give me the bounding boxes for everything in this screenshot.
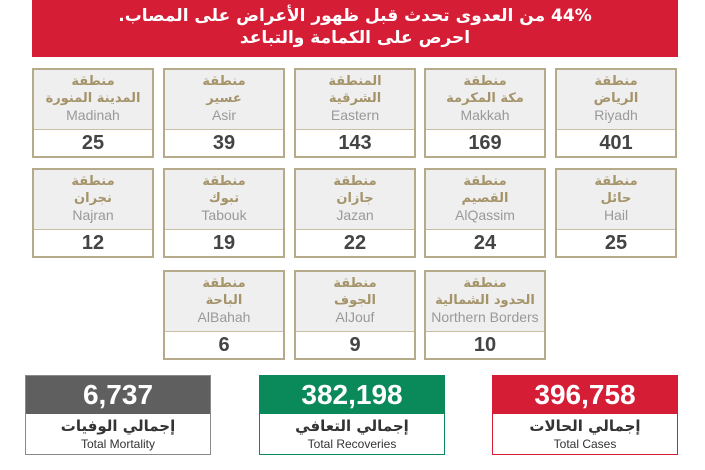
total-mortality-card: 6,737 إجمالي الوفيات Total Mortality: [25, 375, 211, 455]
region-count: 401: [599, 132, 633, 154]
region-name-ar: الحدود الشمالية: [435, 293, 535, 308]
region-card-eastern: المنطقة الشرقية Eastern 143: [294, 68, 416, 158]
region-name-en: Jazan: [336, 207, 374, 223]
region-prefix: منطقة: [202, 74, 246, 89]
total-recoveries-card: 382,198 إجمالي التعافي Total Recoveries: [259, 375, 445, 455]
region-name-ar: الباحة: [205, 293, 243, 308]
region-count: 169: [468, 132, 502, 154]
region-count: 12: [81, 232, 105, 254]
region-name-ar: عسير: [206, 91, 242, 106]
total-recoveries-value: 382,198: [260, 376, 444, 414]
region-name-en: AlJouf: [335, 309, 375, 325]
total-cases-label-en: Total Cases: [553, 437, 617, 451]
region-count: 143: [338, 132, 372, 154]
total-mortality-value: 6,737: [26, 376, 210, 414]
region-card-jazan: منطقة جازان Jazan 22: [294, 168, 416, 258]
region-count: 24: [473, 232, 497, 254]
region-count: 10: [473, 334, 497, 356]
banner-line-1: 44% من العدوى تحدث قبل ظهور الأعراض على …: [118, 6, 592, 26]
total-recoveries-label-ar: إجمالي التعافي: [295, 417, 409, 435]
region-prefix: منطقة: [463, 74, 507, 89]
region-card-albahah: منطقة الباحة AlBahah 6: [163, 270, 285, 360]
region-name-en: Hail: [603, 207, 629, 223]
region-name-ar: تبوك: [208, 191, 240, 206]
region-count: 19: [212, 232, 236, 254]
region-prefix: منطقة: [463, 174, 507, 189]
region-prefix: منطقة: [202, 276, 246, 291]
region-card-aljouf: منطقة الجوف AlJouf 9: [294, 270, 416, 360]
total-mortality-label-en: Total Mortality: [80, 437, 156, 451]
region-card-alqassim: منطقة القصيم AlQassim 24: [424, 168, 546, 258]
region-name-en: Makkah: [460, 107, 510, 123]
region-prefix: منطقة: [594, 74, 638, 89]
region-count: 22: [343, 232, 367, 254]
region-name-ar: القصيم: [461, 191, 509, 206]
region-card-hail: منطقة حائل Hail 25: [555, 168, 677, 258]
region-name-ar: جازان: [336, 191, 374, 206]
region-name-ar: الجوف: [334, 293, 376, 308]
region-card-tabouk: منطقة تبوك Tabouk 19: [163, 168, 285, 258]
region-count: 9: [349, 334, 361, 356]
region-prefix: منطقة: [202, 174, 246, 189]
region-name-ar: حائل: [600, 191, 632, 206]
region-name-ar: نجران: [74, 191, 112, 206]
region-prefix: منطقة: [463, 276, 507, 291]
region-card-najran: منطقة نجران Najran 12: [32, 168, 154, 258]
region-name-ar: الرياض: [593, 91, 639, 106]
region-name-en: Madinah: [66, 107, 120, 123]
region-prefix: منطقة: [71, 174, 115, 189]
region-name-en: Riyadh: [594, 107, 638, 123]
region-count: 6: [218, 334, 230, 356]
total-mortality-label-ar: إجمالي الوفيات: [60, 417, 176, 435]
total-cases-value: 396,758: [493, 376, 677, 414]
region-name-ar: المدينة المنورة: [45, 91, 141, 106]
total-recoveries-label-en: Total Recoveries: [307, 437, 397, 451]
region-card-asir: منطقة عسير Asir 39: [163, 68, 285, 158]
region-count: 39: [212, 132, 236, 154]
region-card-riyadh: منطقة الرياض Riyadh 401: [555, 68, 677, 158]
region-prefix: منطقة: [333, 276, 377, 291]
region-card-madinah: منطقة المدينة المنورة Madinah 25: [32, 68, 154, 158]
region-prefix: منطقة: [333, 174, 377, 189]
region-prefix: منطقة: [71, 74, 115, 89]
awareness-banner: 44% من العدوى تحدث قبل ظهور الأعراض على …: [32, 0, 678, 57]
region-prefix: منطقة: [594, 174, 638, 189]
region-name-en: AlQassim: [455, 207, 515, 223]
region-name-en: Eastern: [330, 107, 380, 123]
total-cases-label-ar: إجمالي الحالات: [529, 417, 641, 435]
region-name-ar: الشرقية: [328, 91, 382, 106]
region-count: 25: [604, 232, 628, 254]
region-name-ar: مكة المكرمة: [446, 91, 524, 106]
region-name-en: Tabouk: [201, 207, 247, 223]
total-cases-card: 396,758 إجمالي الحالات Total Cases: [492, 375, 678, 455]
region-prefix: المنطقة: [328, 74, 382, 89]
region-card-northern-borders: منطقة الحدود الشمالية Northern Borders 10: [424, 270, 546, 360]
banner-line-2: احرص على الكمامة والتباعد: [239, 28, 471, 48]
region-name-en: Northern Borders: [431, 309, 539, 325]
region-name-en: AlBahah: [197, 309, 251, 325]
region-count: 25: [81, 132, 105, 154]
region-name-en: Asir: [211, 107, 237, 123]
region-card-makkah: منطقة مكة المكرمة Makkah 169: [424, 68, 546, 158]
region-name-en: Najran: [72, 207, 114, 223]
